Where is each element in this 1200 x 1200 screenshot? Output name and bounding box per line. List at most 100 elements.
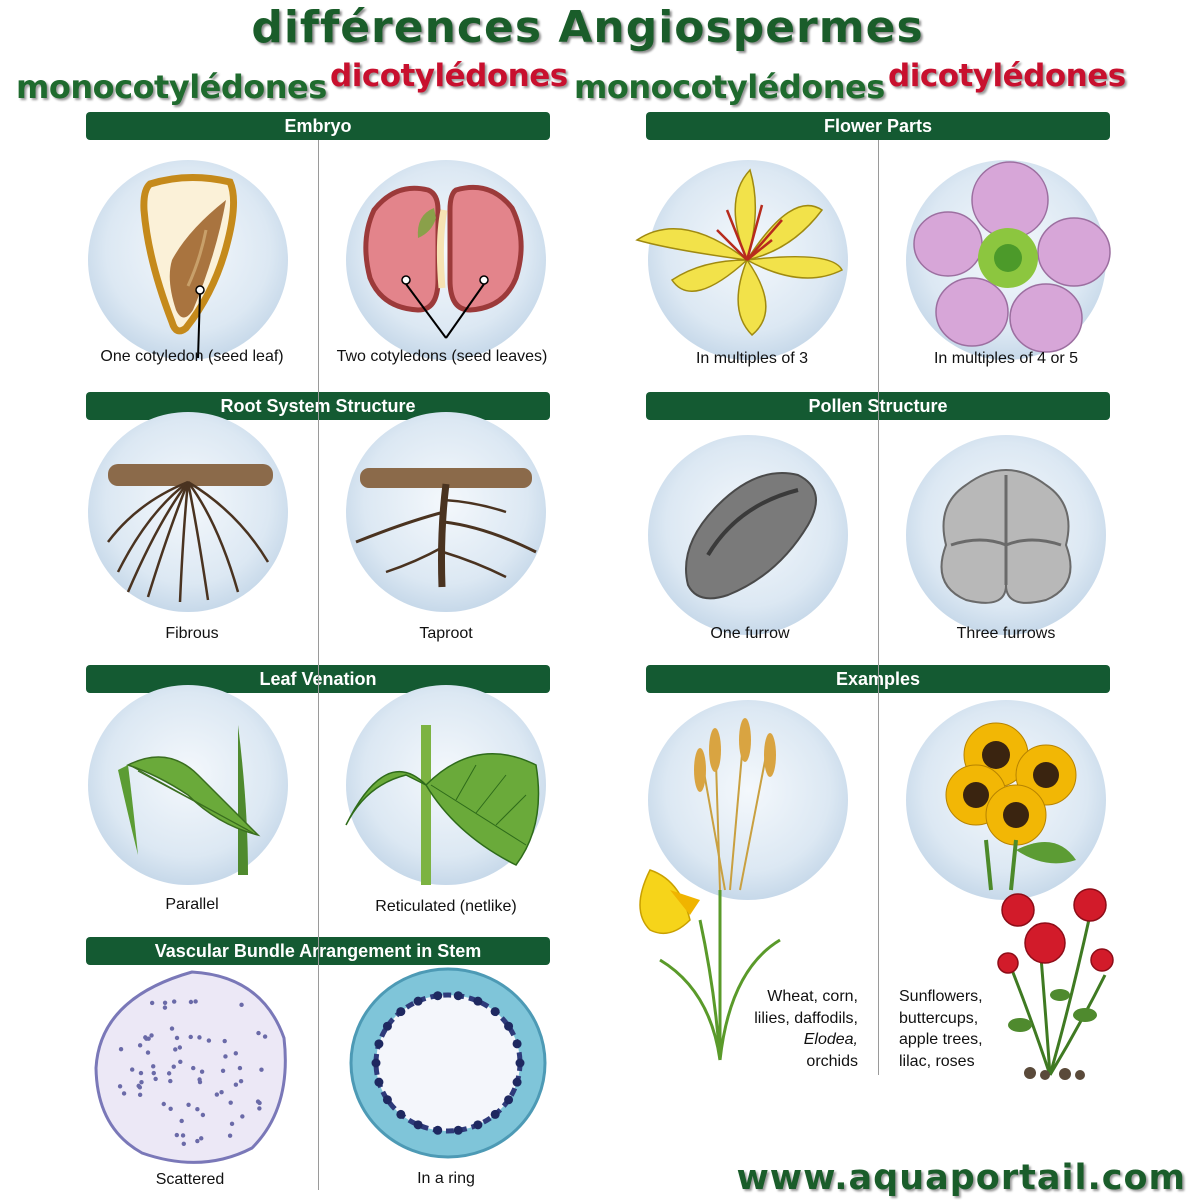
- scattered-bundle-dot: [188, 999, 194, 1005]
- scattered-bundle-dot: [151, 1064, 156, 1069]
- scattered-bundle-dot: [233, 1082, 239, 1087]
- scattered-bundle-dot: [233, 1051, 239, 1056]
- scattered-bundle-dot: [162, 1000, 168, 1006]
- scattered-bundle-dot: [240, 1114, 245, 1119]
- scattered-bundle-dot: [219, 1090, 224, 1095]
- ring-bundle-dot: [473, 1120, 483, 1130]
- ring-bundle-dot: [382, 1095, 392, 1105]
- scattered-bundle-dot: [200, 1112, 206, 1118]
- scattered-bundle-dot: [238, 1078, 244, 1084]
- scattered-bundle-dot: [173, 1047, 178, 1052]
- scattered-bundle-dot: [206, 1038, 212, 1043]
- ring-bundle-dot: [490, 1007, 500, 1017]
- ring-bundle-dot: [433, 1125, 443, 1135]
- caption-leaf-di: Reticulated (netlike): [375, 898, 517, 915]
- scattered-bundle-dot: [262, 1034, 268, 1039]
- ring-bundle-dot: [453, 991, 463, 1001]
- caption-embryo-di: Two cotyledons (seed leaves): [336, 348, 548, 365]
- ring-bundle-dot: [382, 1021, 392, 1031]
- scattered-bundle-dot: [137, 1043, 143, 1048]
- scattered-bundle-dot: [121, 1091, 127, 1096]
- ring-bundle-dot: [453, 1125, 463, 1135]
- roses-illustration: [997, 888, 1114, 1080]
- ring-bundle-dot: [512, 1039, 522, 1049]
- ring-bundle-dot: [515, 1058, 525, 1068]
- subtitle-monocots-right: monocotylédones: [574, 68, 885, 106]
- scattered-bundle-dot: [139, 1079, 144, 1085]
- scattered-bundle-dot: [174, 1035, 180, 1041]
- scattered-bundle-dot: [145, 1050, 151, 1055]
- scattered-bundle-dot: [257, 1106, 262, 1111]
- ring-bundle-dot: [396, 1109, 406, 1119]
- scattered-bundle-dot: [174, 1132, 180, 1138]
- ring-bundle-dot: [504, 1021, 514, 1031]
- scattered-bundle-dot: [169, 1026, 175, 1031]
- page-title: différences Angiospermes: [251, 2, 924, 53]
- scattered-bundle-dot: [162, 1005, 168, 1010]
- parallel-leaf-illustration: [118, 725, 261, 875]
- ring-bundle-dot: [396, 1007, 406, 1017]
- scattered-bundle-dot: [199, 1069, 205, 1074]
- scattered-bundle-dot: [259, 1067, 264, 1072]
- example-mono-line-1: Wheat, corn,: [767, 988, 858, 1005]
- scattered-bundle-dot: [188, 1034, 193, 1040]
- ring-bundle-dot: [504, 1095, 514, 1105]
- example-mono-line-3: Elodea,: [803, 1031, 858, 1048]
- three-furrow-pollen-illustration: [940, 469, 1072, 604]
- reticulated-leaf-illustration: [345, 725, 540, 885]
- taproot-illustration: [355, 468, 537, 588]
- footer-url[interactable]: www.aquaportail.com: [736, 1158, 1186, 1198]
- caption-vascular-mono: Scattered: [155, 1171, 225, 1188]
- caption-root-di: Taproot: [419, 625, 473, 642]
- scattered-bundle-dot: [149, 1033, 154, 1038]
- example-di-line-1: Sunflowers,: [899, 988, 983, 1005]
- ring-bundle-dot: [512, 1077, 522, 1087]
- monocot-plants-illustration: [639, 718, 781, 1061]
- caption-root-mono: Fibrous: [165, 625, 219, 642]
- ring-bundle-dot: [413, 996, 423, 1006]
- scattered-bundle-dot: [171, 999, 177, 1004]
- sunflowers-illustration: [945, 722, 1077, 891]
- scattered-bundle-dot: [186, 1102, 191, 1107]
- scattered-bundle-dot: [177, 1045, 183, 1050]
- section-bar-flower-parts: Flower Parts: [646, 112, 1110, 140]
- dicot-flower-illustration: [913, 161, 1111, 353]
- scattered-bundle-dot: [117, 1084, 123, 1089]
- scattered-bundle-dot: [222, 1038, 227, 1044]
- caption-flower-di: In multiples of 4 or 5: [933, 350, 1079, 367]
- subtitle-dicots-left: dicotylédones: [330, 58, 568, 94]
- monocot-seed-illustration: [140, 174, 237, 359]
- examples-di-list: Sunflowers, buttercups, apple trees, lil…: [899, 986, 1009, 1072]
- one-furrow-pollen-illustration: [685, 472, 817, 600]
- scattered-bundle-dot: [168, 1078, 173, 1084]
- example-di-line-3: apple trees,: [899, 1031, 983, 1048]
- divider-right: [878, 140, 879, 1075]
- ring-bundle-dot: [374, 1039, 384, 1049]
- scattered-bundle-dot: [223, 1054, 228, 1059]
- scattered-bundle-dot: [197, 1077, 202, 1082]
- scattered-bundle-dot: [149, 1000, 155, 1006]
- ring-bundle-dot: [413, 1120, 423, 1130]
- ring-bundle-dot: [433, 991, 443, 1001]
- scattered-bundle-dot: [220, 1068, 226, 1074]
- subtitle-dicots-right: dicotylédones: [888, 58, 1126, 94]
- example-mono-line-2: lilies, daffodils,: [754, 1009, 858, 1027]
- scattered-bundle-dot: [118, 1046, 124, 1052]
- scattered-bundle-dot: [195, 1106, 200, 1112]
- subtitle-monocots-left: monocotylédones: [16, 68, 327, 106]
- scattered-bundle-dot: [256, 1030, 261, 1036]
- scattered-bundle-dot: [179, 1118, 184, 1124]
- ring-bundle-dot: [490, 1109, 500, 1119]
- divider-left: [318, 140, 319, 1190]
- scattered-bundle-dot: [237, 1065, 243, 1071]
- scattered-bundle-dot: [143, 1035, 148, 1040]
- ring-bundle-dot: [374, 1077, 384, 1087]
- ring-vascular-bundle-illustration: [349, 967, 547, 1159]
- scattered-bundle-dot: [180, 1133, 186, 1138]
- dicot-seed-illustration: [363, 184, 524, 339]
- scattered-bundle-dot: [257, 1100, 262, 1106]
- caption-pollen-di: Three furrows: [956, 625, 1056, 642]
- scattered-bundle-dot: [161, 1101, 166, 1107]
- scattered-bundle-dot: [137, 1092, 143, 1098]
- scattered-bundle-dot: [229, 1121, 235, 1127]
